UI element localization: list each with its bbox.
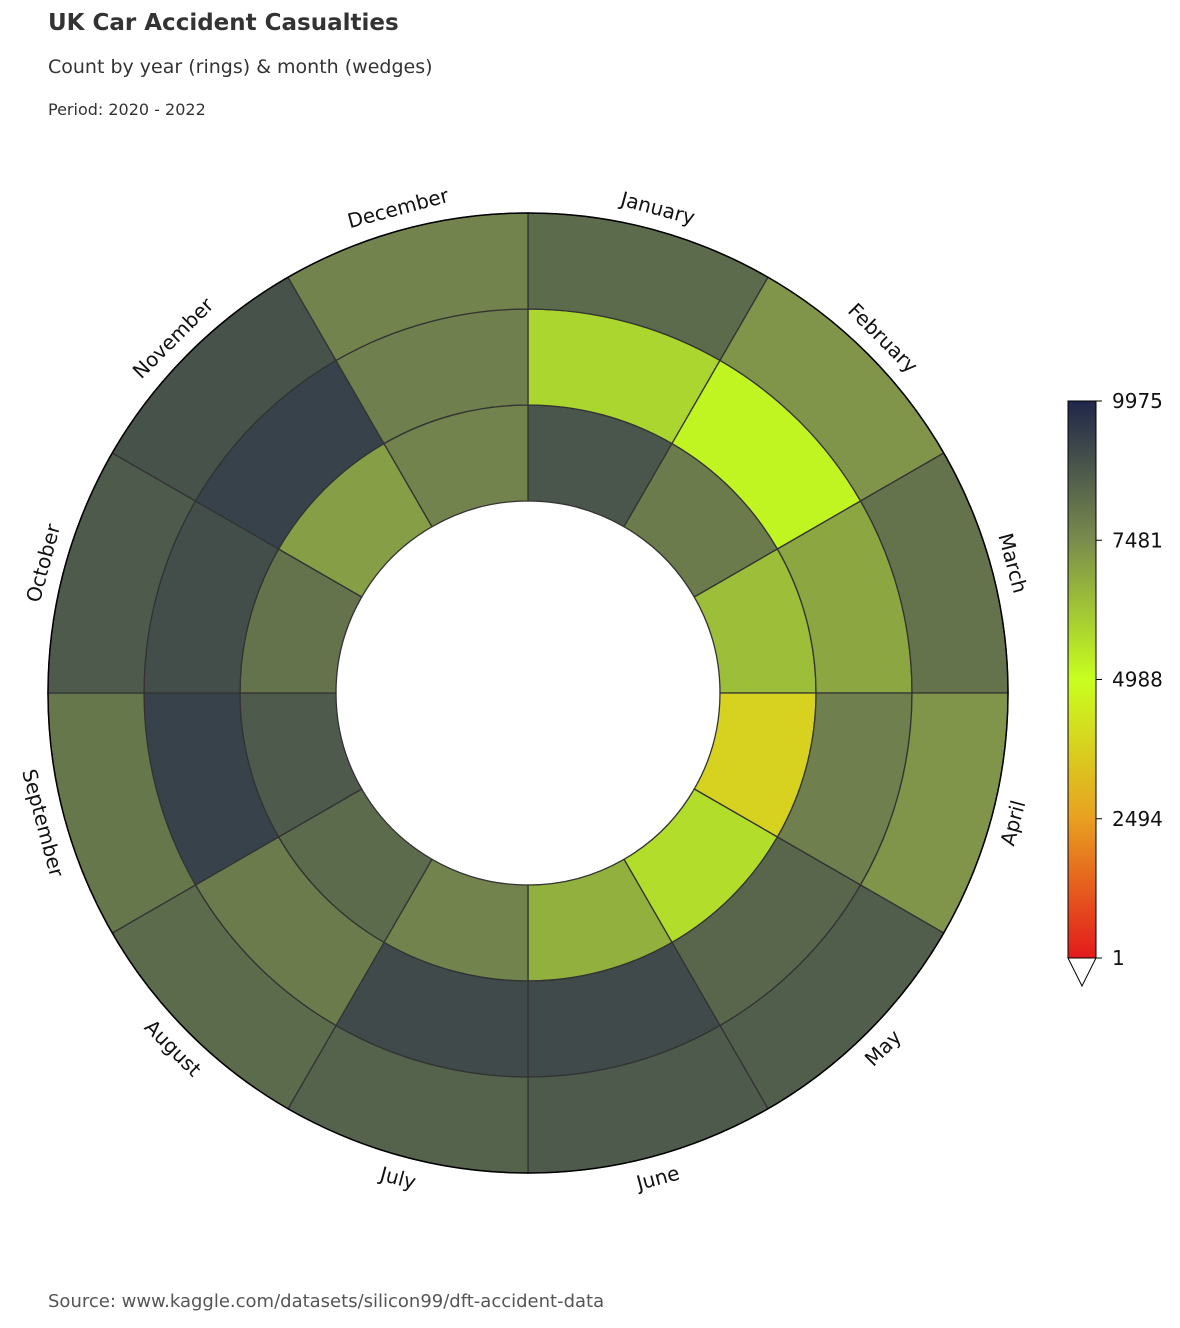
period-label: Period: 2020 - 2022: [48, 100, 206, 119]
chart-subtitle: Count by year (rings) & month (wedges): [48, 56, 433, 78]
colorbar-gradient: [1067, 400, 1097, 959]
source-note: Source: www.kaggle.com/datasets/silicon9…: [48, 1291, 605, 1312]
month-label-july: July: [376, 1161, 419, 1194]
chart-title: UK Car Accident Casualties: [48, 10, 399, 36]
outer-boundary: [47, 212, 1009, 1174]
month-label-june: June: [632, 1161, 682, 1196]
colorbar-tick-label: 1: [1112, 946, 1125, 970]
month-label-april: April: [995, 798, 1030, 848]
colorbar-tick-label: 4988: [1112, 668, 1163, 692]
wedge-group: [47, 212, 1009, 1174]
colorbar-tick-label: 7481: [1112, 528, 1163, 552]
colorbar-tick-label: 9975: [1112, 389, 1163, 413]
colorbar-tick-label: 2494: [1112, 807, 1163, 831]
colorbar: 9975 7481 4988 2494 1: [1067, 389, 1163, 988]
month-label-march: March: [993, 531, 1032, 596]
colorbar-extend-min: [1067, 957, 1097, 988]
